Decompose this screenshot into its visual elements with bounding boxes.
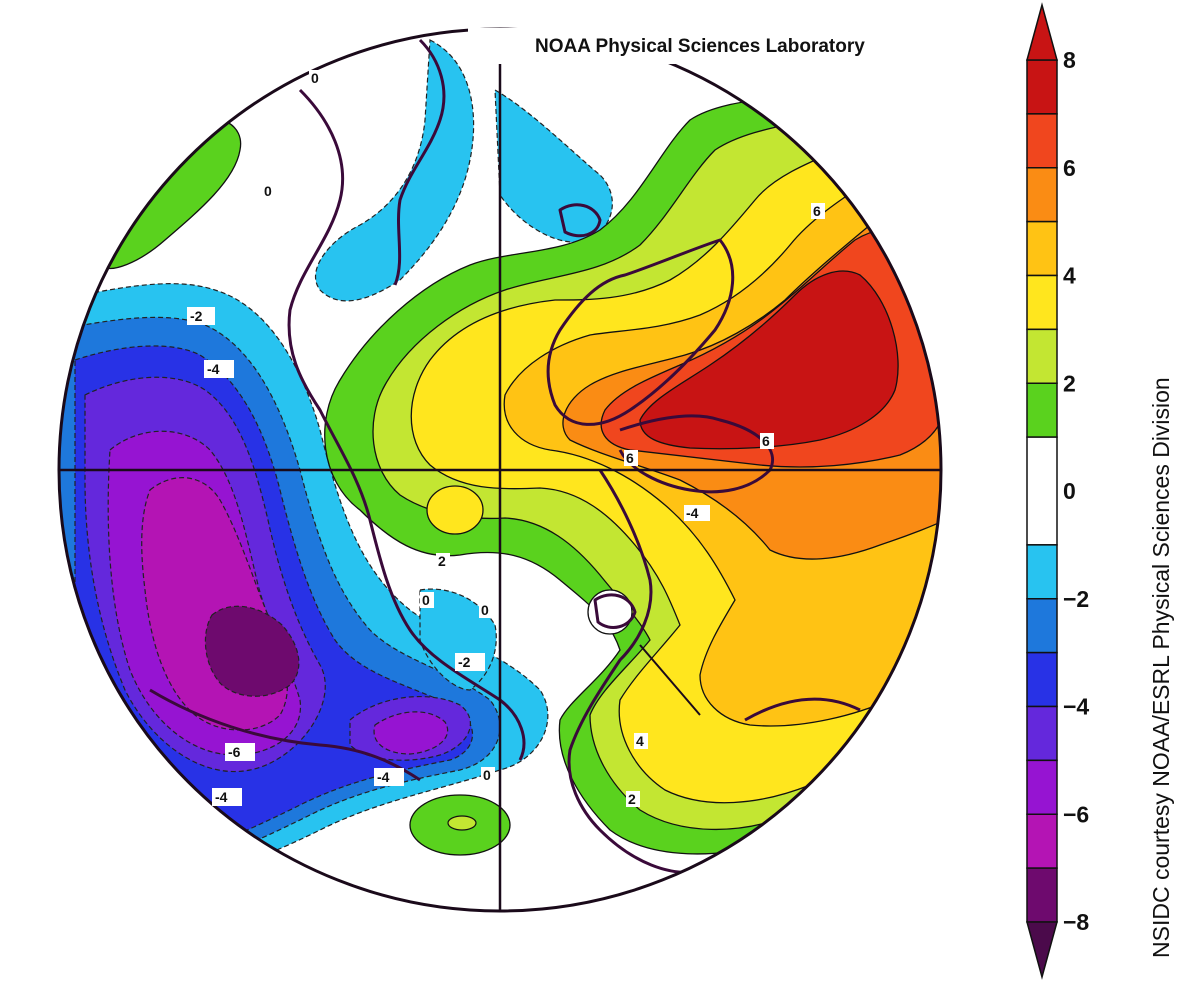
colorbar-over-arrow xyxy=(1026,2,1058,61)
contour-label: -2 xyxy=(458,654,471,670)
contour-label: 2 xyxy=(628,791,636,807)
contour-label: 0 xyxy=(481,602,489,618)
region-minus-7 xyxy=(204,605,300,697)
colorbar-bin xyxy=(1026,705,1058,762)
coastline-siberia xyxy=(149,688,421,782)
contour-label: 6 xyxy=(626,450,634,466)
contour-label: -4 xyxy=(377,769,390,785)
colorbar-bin xyxy=(1026,382,1058,438)
colorbar-tick-label: −4 xyxy=(1063,694,1089,720)
region-minus-1-europe xyxy=(314,39,475,302)
region-plus-7 xyxy=(639,270,899,450)
source-label: NOAA Physical Sciences Laboratory xyxy=(535,36,865,57)
contour-labels: -2 -4 -6 -4 0 -2 -4 0 0 2 0 6 6 6 -4 4 2… xyxy=(187,70,825,807)
coastline-north-america xyxy=(567,469,861,875)
contour-label: -4 xyxy=(207,361,220,377)
contour-label: 0 xyxy=(311,70,319,86)
region-plus-2-pacific xyxy=(447,815,477,831)
contour-label: 6 xyxy=(813,203,821,219)
contour-label: 0 xyxy=(264,183,272,199)
source-label-box xyxy=(468,28,938,64)
region-minus-5b xyxy=(373,711,449,755)
colorbar-bin xyxy=(1026,651,1058,708)
colorbar-tick-label: −6 xyxy=(1063,801,1089,827)
contour-label: 6 xyxy=(762,433,770,449)
colorbar-bin xyxy=(1026,167,1058,223)
colorbar-tick-label: 6 xyxy=(1063,155,1076,181)
colorbar-bin xyxy=(1026,759,1058,815)
colorbar-tick-label: −8 xyxy=(1063,909,1089,935)
colorbar-bin xyxy=(1026,274,1058,331)
coastline-eurasia xyxy=(287,88,526,761)
colorbar-bin xyxy=(1026,59,1058,115)
meridian-diagonal xyxy=(639,644,701,716)
contour-label: 0 xyxy=(483,767,491,783)
contour-label: -4 xyxy=(686,505,699,521)
colorbar-bin xyxy=(1026,544,1058,600)
colorbar-under-arrow xyxy=(1026,921,1058,980)
contour-label: -2 xyxy=(190,308,203,324)
colorbar-bin xyxy=(1026,436,1058,546)
colorbar-tick-label: 8 xyxy=(1063,47,1076,73)
region-plus-3-blob xyxy=(426,485,484,535)
coastline-scandinavia xyxy=(393,38,446,286)
coastline-iceland xyxy=(593,593,637,629)
coastlines xyxy=(149,38,861,875)
colorbar-tick-label: 0 xyxy=(1063,478,1076,504)
contour-label: -4 xyxy=(215,789,228,805)
colorbar-tick-label: 2 xyxy=(1063,370,1076,396)
colorbar-tick-label: −2 xyxy=(1063,586,1089,612)
colorbar-tick-label: 4 xyxy=(1063,263,1076,289)
credit-text: NSIDC courtesy NOAA/ESRL Physical Scienc… xyxy=(1148,377,1174,958)
colorbar-bin xyxy=(1026,867,1058,923)
coastline-svalbard xyxy=(558,203,602,238)
colorbar-bin xyxy=(1026,113,1058,169)
colorbar-bin xyxy=(1026,598,1058,654)
contour-label: 2 xyxy=(438,553,446,569)
colorbar: 8 6 4 2 0 −2 −4 −6 −8 xyxy=(1026,2,1089,980)
contour-label: 4 xyxy=(636,733,644,749)
colorbar-bin xyxy=(1026,328,1058,384)
coastline-greenland xyxy=(546,238,735,426)
contour-label: -6 xyxy=(228,744,241,760)
colorbar-bin xyxy=(1026,220,1058,277)
colorbar-bin xyxy=(1026,813,1058,869)
contour-label: 0 xyxy=(422,592,430,608)
